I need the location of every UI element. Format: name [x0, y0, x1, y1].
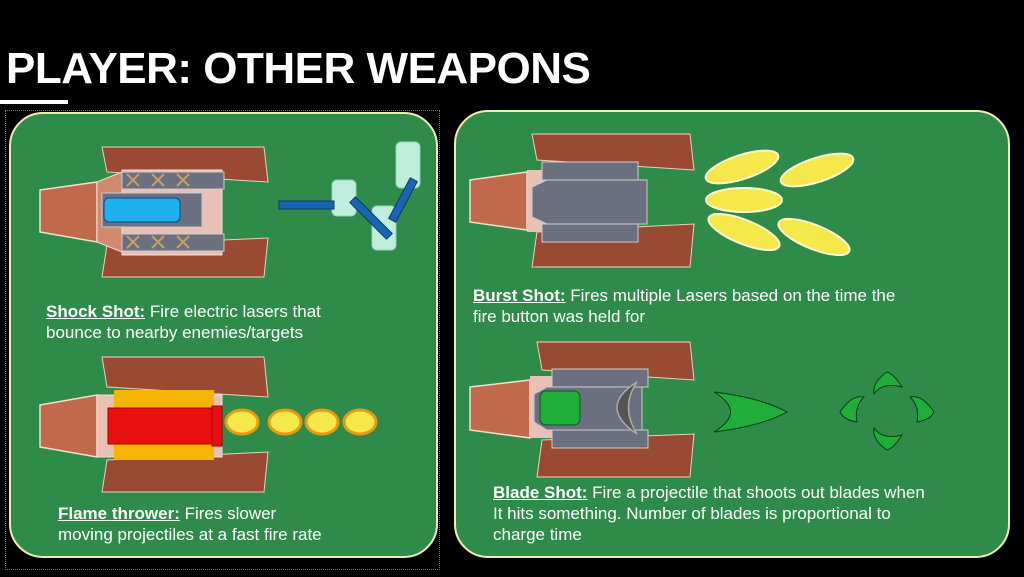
blade-shot-desc-line2: It hits something. Number of blades is p…	[493, 504, 891, 523]
shock-shot-desc-line1: Fire electric lasers that	[145, 302, 321, 321]
right-weapons-panel: Burst Shot: Fires multiple Lasers based …	[454, 110, 1010, 558]
slide-title: PLAYER: OTHER WEAPONS	[6, 44, 591, 93]
title-underline	[0, 100, 68, 104]
selection-frame	[5, 110, 440, 570]
blade-shot-ship	[469, 341, 695, 478]
flame-thrower-desc-line1: Fires slower	[179, 504, 277, 523]
burst-shot-name: Burst Shot:	[473, 286, 566, 305]
shock-shot-name: Shock Shot:	[46, 302, 146, 321]
flame-thrower-name: Flame thrower:	[58, 504, 180, 523]
burst-shot-desc-line2: fire button was held for	[473, 307, 645, 326]
blade-shot-name: Blade Shot:	[493, 483, 588, 502]
burst-shot-ship	[469, 133, 695, 268]
flame-projectiles	[224, 408, 378, 436]
right-panel-illustrations	[469, 133, 935, 478]
left-weapons-panel: Shock Shot: Fire electric lasers that bo…	[9, 112, 438, 558]
flame-thrower-desc-line2: moving projectiles at a fast fire rate	[58, 525, 322, 544]
blade-shot-desc-line3: charge time	[493, 525, 582, 544]
blade-projectiles	[713, 371, 935, 451]
shock-shot-description: Shock Shot: Fire electric lasers that bo…	[46, 301, 321, 343]
left-panel-illustrations	[39, 141, 421, 493]
burst-lasers	[704, 149, 855, 257]
burst-shot-description: Burst Shot: Fires multiple Lasers based …	[473, 285, 895, 327]
shock-shot-ship	[39, 146, 269, 278]
blade-shot-desc-line1: Fire a projectile that shoots out blades…	[587, 483, 925, 502]
flame-thrower-description: Flame thrower: Fires slower moving proje…	[58, 503, 322, 545]
flame-thrower-ship	[39, 356, 269, 493]
shock-coil-marks	[126, 173, 190, 249]
burst-shot-desc-line1: Fires multiple Lasers based on the time …	[565, 286, 896, 305]
shock-shot-effect	[278, 141, 421, 251]
blade-shot-description: Blade Shot: Fire a projectile that shoot…	[493, 482, 925, 545]
shock-shot-desc-line2: bounce to nearby enemies/targets	[46, 323, 304, 342]
